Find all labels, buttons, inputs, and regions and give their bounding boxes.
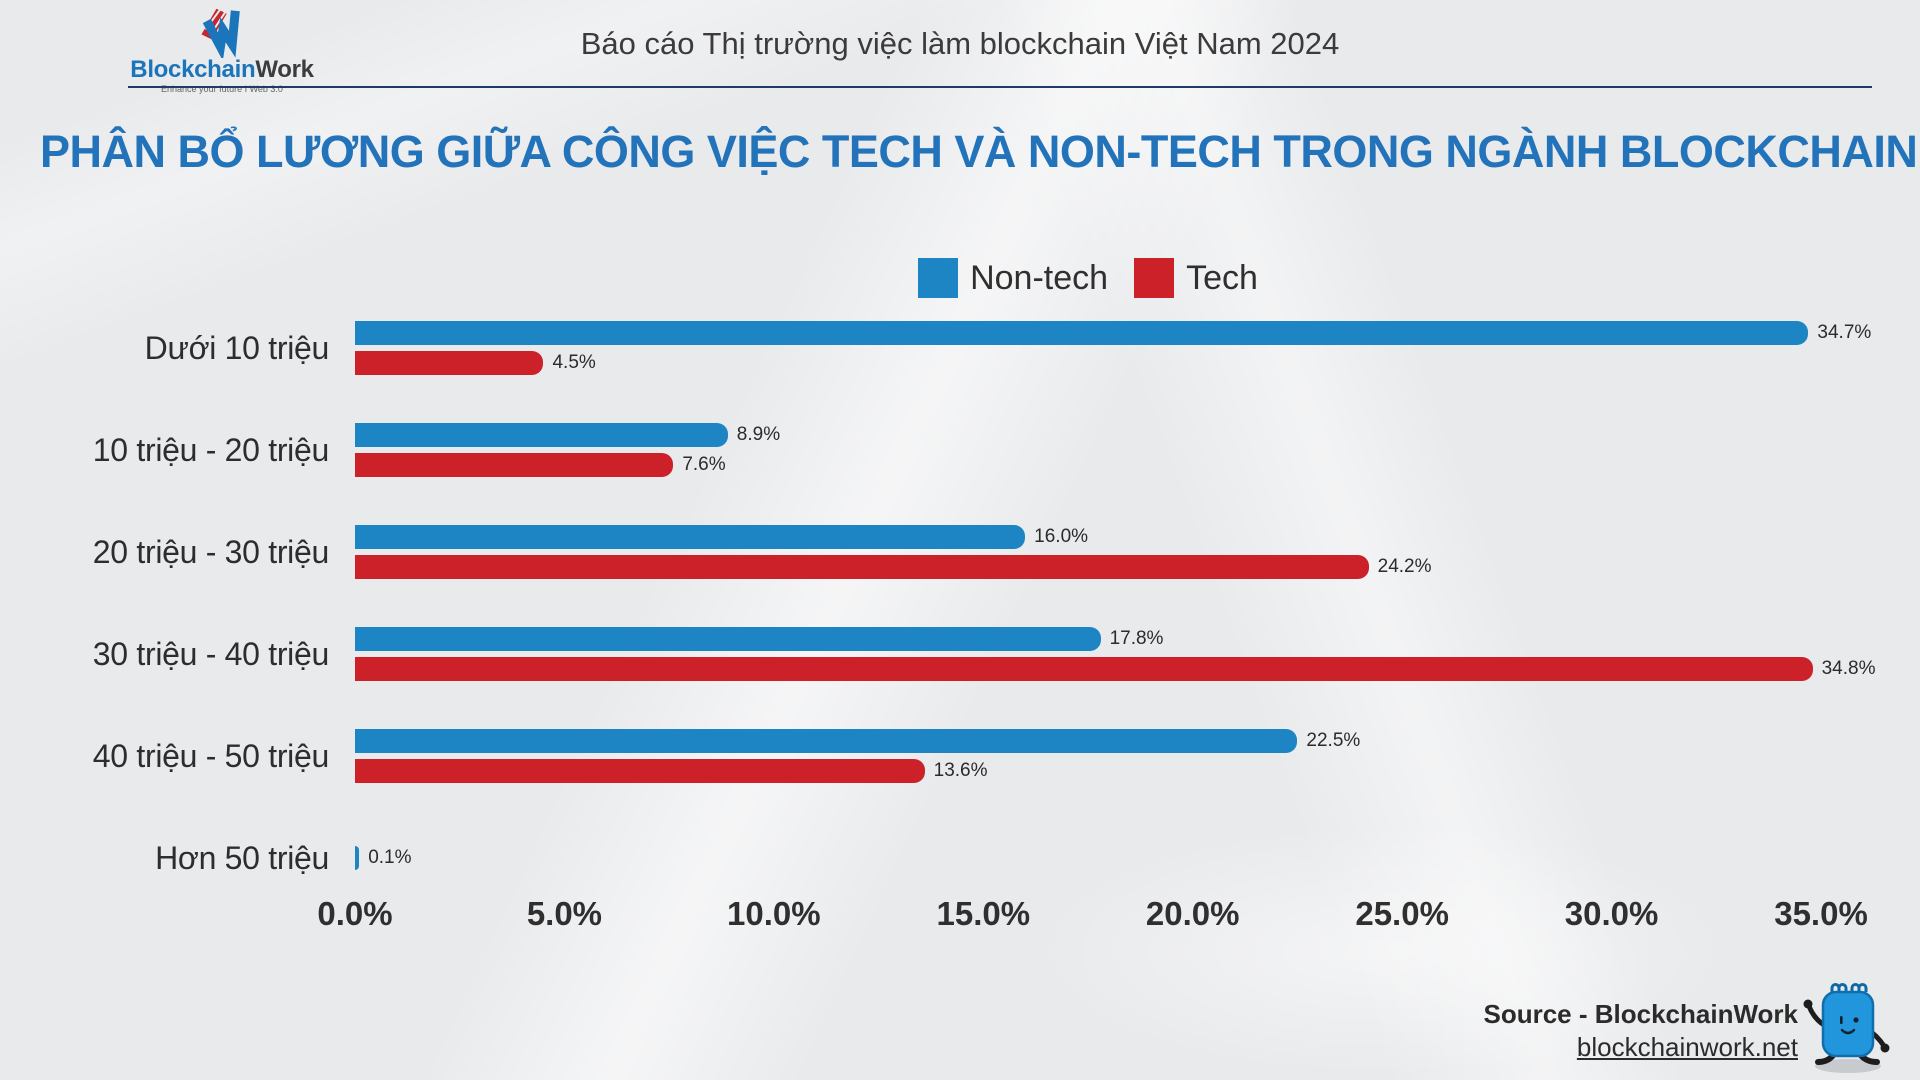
value-label: 24.2% bbox=[1377, 556, 1432, 577]
category-label: 40 triệu - 50 triệu bbox=[92, 737, 330, 774]
category-label: 10 triệu - 20 triệu bbox=[92, 431, 330, 468]
chart-row: 10 triệu - 20 triệu 8.9% 7.6% bbox=[40, 399, 1821, 501]
legend-item-non-tech: Non-tech bbox=[918, 258, 1108, 298]
bar-non-tech bbox=[355, 525, 1026, 549]
x-tick-label: 20.0% bbox=[1145, 895, 1240, 932]
chart-row: Dưới 10 triệu 34.7% 4.5% bbox=[40, 297, 1871, 399]
value-label: 16.0% bbox=[1034, 526, 1089, 547]
source-block: Source - BlockchainWork blockchainwork.n… bbox=[1484, 998, 1799, 1068]
bar-line: 17.8% bbox=[355, 627, 1821, 651]
x-tick-label: 30.0% bbox=[1564, 895, 1659, 932]
page-title: PHÂN BỔ LƯƠNG GIỮA CÔNG VIỆC TECH VÀ NON… bbox=[40, 126, 1918, 177]
bar-line: 34.8% bbox=[355, 657, 1875, 681]
category-label: 20 triệu - 30 triệu bbox=[92, 533, 330, 570]
header-divider bbox=[128, 86, 1872, 88]
x-tick-label: 0.0% bbox=[317, 895, 393, 932]
website-link[interactable]: blockchainwork.net bbox=[1576, 1032, 1798, 1062]
legend-swatch bbox=[918, 258, 959, 298]
chart-rows: Dưới 10 triệu 34.7% 4.5% 10 triệu - 20 triệ… bbox=[40, 297, 1875, 909]
bar-line: 0.1% bbox=[355, 846, 1821, 870]
bar-non-tech bbox=[355, 729, 1298, 753]
category-label: Hơn 50 triệu bbox=[155, 839, 329, 876]
value-label: 4.5% bbox=[552, 352, 596, 373]
chart-row: 30 triệu - 40 triệu 17.8% 34.8% bbox=[40, 603, 1875, 705]
value-label: 17.8% bbox=[1109, 628, 1164, 649]
bar-non-tech bbox=[355, 627, 1101, 651]
report-title: Báo cáo Thị trường việc làm blockchain V… bbox=[580, 26, 1340, 61]
legend-swatch bbox=[1134, 258, 1175, 298]
legend-label: Non-tech bbox=[970, 258, 1109, 297]
x-tick-label: 15.0% bbox=[936, 895, 1031, 932]
chart-legend: Non-tech Tech bbox=[355, 258, 1821, 298]
bar-tech bbox=[355, 555, 1369, 579]
bar-line: 13.6% bbox=[355, 759, 1821, 783]
bar-non-tech bbox=[355, 846, 360, 870]
bar-tech bbox=[355, 453, 674, 477]
bar-tech bbox=[355, 657, 1813, 681]
value-label: 8.9% bbox=[736, 424, 781, 445]
chart-row: 40 triệu - 50 triệu 22.5% 13.6% bbox=[40, 705, 1821, 807]
value-label: 7.6% bbox=[682, 454, 726, 475]
x-tick-label: 5.0% bbox=[526, 895, 603, 932]
bar-line: 34.7% bbox=[355, 321, 1871, 345]
bar-group: 34.7% 4.5% bbox=[355, 321, 1871, 375]
bar-line: 4.5% bbox=[355, 351, 1821, 375]
bar-tech bbox=[355, 351, 544, 375]
robot-mascot-icon bbox=[1803, 983, 1890, 1073]
category-label: 30 triệu - 40 triệu bbox=[92, 635, 330, 672]
x-tick-label: 35.0% bbox=[1774, 895, 1868, 932]
bar-group: 22.5% 13.6% bbox=[355, 729, 1821, 783]
bar-group: 17.8% 34.8% bbox=[355, 627, 1875, 681]
value-label: 34.8% bbox=[1821, 658, 1876, 679]
bar-non-tech bbox=[355, 321, 1809, 345]
bar-group: 0.1% bbox=[355, 846, 1821, 870]
bar-group: 16.0% 24.2% bbox=[355, 525, 1821, 579]
legend-item-tech: Tech bbox=[1134, 258, 1258, 298]
x-tick-label: 10.0% bbox=[727, 895, 821, 932]
bar-line: 7.6% bbox=[355, 453, 1821, 477]
x-tick-label: 25.0% bbox=[1355, 895, 1449, 932]
bar-line: 24.2% bbox=[355, 555, 1821, 579]
value-label: 0.1% bbox=[368, 847, 412, 868]
legend-label: Tech bbox=[1186, 258, 1258, 297]
value-label: 13.6% bbox=[933, 760, 988, 781]
bar-line: 16.0% bbox=[355, 525, 1821, 549]
chart-row: Hơn 50 triệu 0.1% bbox=[40, 807, 1821, 909]
bar-non-tech bbox=[355, 423, 728, 447]
value-label: 34.7% bbox=[1817, 322, 1872, 343]
bar-group: 8.9% 7.6% bbox=[355, 423, 1821, 477]
bar-line: 22.5% bbox=[355, 729, 1821, 753]
value-label: 22.5% bbox=[1306, 730, 1361, 751]
source-label: Source - BlockchainWork bbox=[1483, 999, 1799, 1029]
category-label: Dưới 10 triệu bbox=[144, 329, 330, 366]
x-axis: 0.0% 5.0% 10.0% 15.0% 20.0% 25.0% 30.0% 35.0% bbox=[317, 895, 1867, 945]
bar-tech bbox=[355, 759, 925, 783]
bar-line: 8.9% bbox=[355, 423, 1821, 447]
chart-row: 20 triệu - 30 triệu 16.0% 24.2% bbox=[40, 501, 1821, 603]
